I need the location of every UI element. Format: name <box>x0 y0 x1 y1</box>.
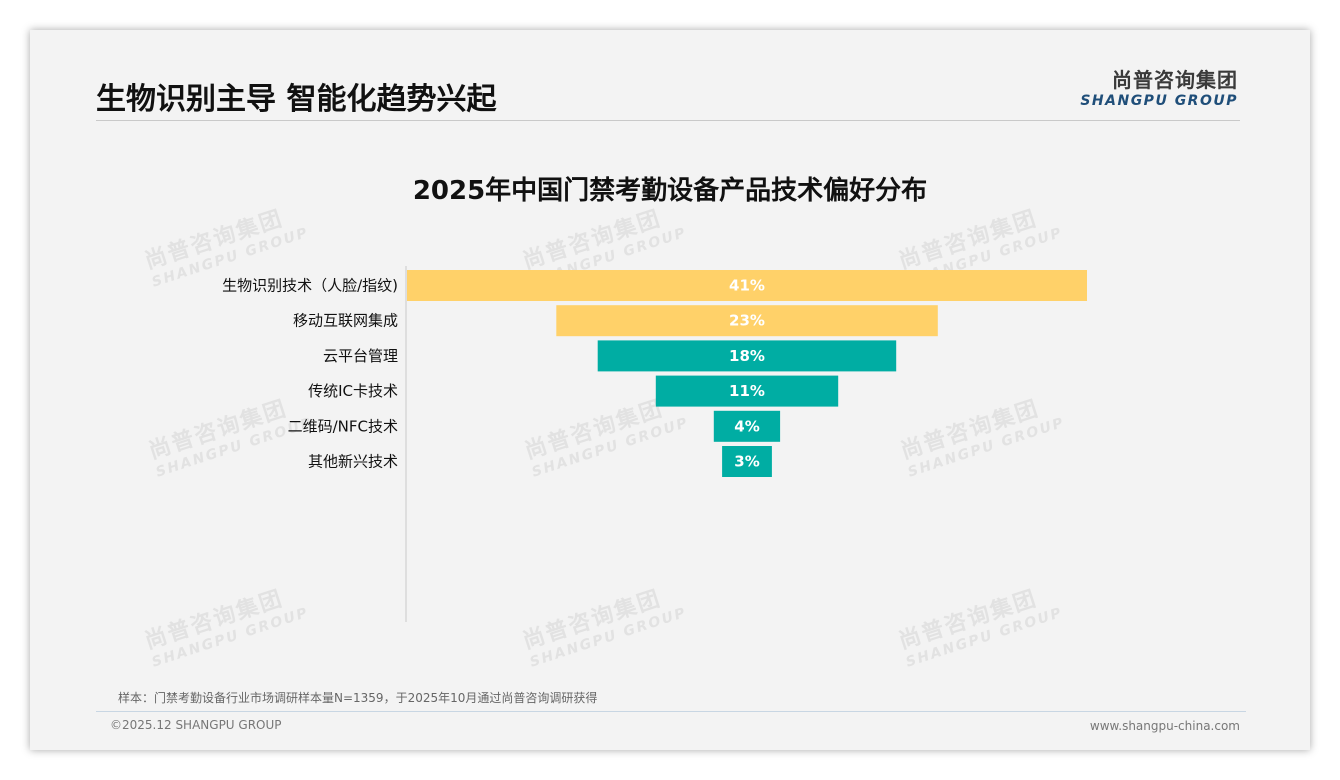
slide: 尚普咨询集团 SHANGPU GROUP 尚普咨询集团 SHANGPU GROU… <box>30 30 1310 750</box>
footnote: 样本：门禁考勤设备行业市场调研样本量N=1359，于2025年10月通过尚普咨询… <box>118 691 598 705</box>
category-label: 二维码/NFC技术 <box>288 417 398 435</box>
category-label: 移动互联网集成 <box>293 312 398 330</box>
data-label: 11% <box>729 382 765 400</box>
footer-divider <box>96 711 1246 712</box>
header-divider <box>96 120 1240 121</box>
logo-en: SHANGPU GROUP <box>1080 93 1238 109</box>
category-label: 其他新兴技术 <box>308 453 398 471</box>
bar <box>722 446 772 477</box>
logo-cn: 尚普咨询集团 <box>1112 68 1238 92</box>
website-link[interactable]: www.shangpu-china.com <box>1089 719 1240 733</box>
chart-title: 2025年中国门禁考勤设备产品技术偏好分布 <box>412 176 928 206</box>
category-label: 传统IC卡技术 <box>308 382 398 400</box>
logo: 尚普咨询集团 SHANGPU GROUP <box>1080 64 1238 109</box>
data-label: 4% <box>734 417 759 435</box>
funnel-chart: 41% 生物识别技术（人脸/指纹) 23% 移动互联网集成 18% 云平台管理 11% 传统I… <box>222 266 1087 622</box>
bar <box>655 375 839 407</box>
page-title: 生物识别主导 智能化趋势兴起 <box>96 82 497 117</box>
data-label: 41% <box>729 277 765 295</box>
copyright: ©2025.12 SHANGPU GROUP <box>110 718 282 732</box>
category-label: 生物识别技术（人脸/指纹) <box>222 277 398 295</box>
bar <box>713 410 781 442</box>
category-label: 云平台管理 <box>323 347 398 365</box>
bar <box>407 270 1087 301</box>
data-label: 3% <box>734 453 759 471</box>
bar <box>597 340 897 372</box>
bar <box>556 305 938 337</box>
data-label: 18% <box>729 347 765 365</box>
data-label: 23% <box>729 312 765 330</box>
